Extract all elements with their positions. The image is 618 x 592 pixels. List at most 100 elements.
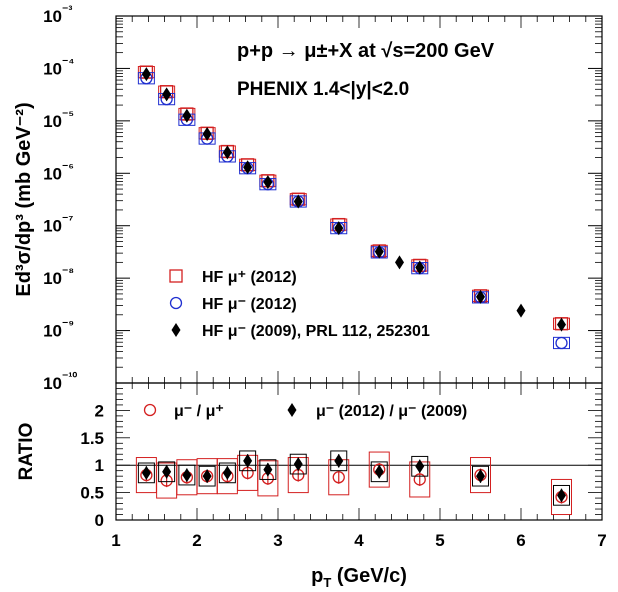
data-point bbox=[516, 303, 526, 318]
y-tick-label: 10 bbox=[43, 374, 62, 393]
legend-marker bbox=[287, 403, 297, 417]
ratio-point bbox=[202, 469, 212, 484]
syst-box bbox=[198, 465, 216, 487]
y-tick-label: 10 bbox=[43, 7, 62, 26]
syst-box bbox=[239, 450, 257, 472]
legend-marker bbox=[169, 296, 183, 310]
data-point bbox=[141, 67, 151, 82]
syst-box bbox=[551, 478, 572, 516]
y-tick-label-exponent: ⁻³ bbox=[62, 3, 72, 17]
ratio-data bbox=[135, 450, 572, 516]
spectrum-data bbox=[137, 65, 570, 350]
syst-box bbox=[259, 459, 277, 480]
x-tick-label: 7 bbox=[597, 531, 606, 550]
ratio-point bbox=[374, 464, 384, 479]
data-point bbox=[374, 244, 384, 259]
y-tick-label: 10 bbox=[43, 59, 62, 78]
y-tick-label-exponent: ⁻⁸ bbox=[62, 265, 74, 279]
spectrum-ticks bbox=[115, 15, 602, 384]
ratio-y-tick-labels: 0 0.5 1 1.5 2 bbox=[80, 401, 104, 530]
legend-label: μ⁻ / μ⁺ bbox=[174, 403, 224, 420]
y-tick-label: 2 bbox=[95, 401, 104, 420]
legend-label: HF μ⁻ (2009), PRL 112, 252301 bbox=[202, 323, 430, 340]
y-tick-label: 10 bbox=[43, 269, 62, 288]
legend-marker bbox=[143, 403, 157, 417]
syst-box bbox=[368, 451, 390, 488]
y-tick-label-exponent: ⁻⁶ bbox=[62, 160, 74, 174]
legend-label: HF μ⁻ (2012) bbox=[202, 296, 297, 313]
x-tick-label: 4 bbox=[354, 531, 364, 550]
x-tick-labels: 1 2 3 4 5 6 7 bbox=[111, 531, 606, 550]
y-tick-label: 1 bbox=[95, 456, 104, 475]
x-axis-label: pT (GeV/c) bbox=[311, 565, 407, 590]
data-point bbox=[415, 260, 425, 275]
y-tick-label: 10 bbox=[43, 322, 62, 341]
x-tick-label: 2 bbox=[192, 531, 201, 550]
ratio-point bbox=[141, 465, 151, 480]
ratio-point bbox=[243, 453, 253, 468]
y-tick-label: 0 bbox=[95, 511, 104, 530]
data-point bbox=[293, 194, 303, 209]
syst-box bbox=[370, 461, 388, 483]
ratio-panel: 0 0.5 1 1.5 2 1 2 3 4 5 6 7 μ⁻ / μ⁺ μ⁻ (2012) / μ⁻ … bbox=[16, 382, 607, 590]
x-tick-label: 3 bbox=[273, 531, 282, 550]
ratio-point bbox=[293, 457, 303, 472]
y-tick-label: 10 bbox=[43, 164, 62, 183]
y-tick-label-exponent: ⁻⁹ bbox=[62, 318, 74, 332]
ratio-point bbox=[413, 473, 426, 486]
syst-box bbox=[330, 450, 348, 472]
syst-box bbox=[470, 457, 491, 494]
syst-box bbox=[218, 462, 236, 484]
data-point bbox=[162, 87, 172, 102]
x-tick-label: 5 bbox=[435, 531, 444, 550]
y-tick-label-exponent: ⁻¹⁰ bbox=[62, 370, 77, 384]
legend-marker bbox=[171, 323, 181, 337]
data-point bbox=[395, 255, 404, 270]
ratio-point bbox=[332, 471, 345, 484]
ratio-legend: μ⁻ / μ⁺ μ⁻ (2012) / μ⁻ (2009) bbox=[143, 403, 467, 420]
legend-label: HF μ⁺ (2012) bbox=[202, 269, 297, 286]
chart-title: p+p → μ±+X at √s=200 GeV bbox=[237, 40, 495, 62]
y-tick-label: 10 bbox=[43, 217, 62, 236]
syst-box bbox=[158, 461, 176, 483]
data-point bbox=[557, 317, 566, 332]
x-tick-label: 6 bbox=[516, 531, 525, 550]
data-point bbox=[243, 160, 253, 175]
data-point bbox=[202, 127, 212, 142]
y-tick-label: 1.5 bbox=[80, 429, 104, 448]
y-tick-label: 10 bbox=[43, 112, 62, 131]
y-tick-label: 0.5 bbox=[80, 484, 104, 503]
ratio-point bbox=[334, 453, 344, 468]
legend-label: μ⁻ (2012) / μ⁻ (2009) bbox=[316, 403, 467, 420]
legend-marker bbox=[169, 269, 183, 283]
ratio-point bbox=[557, 488, 566, 503]
data-point bbox=[334, 221, 344, 236]
data-point bbox=[222, 145, 232, 160]
chart-subtitle: PHENIX 1.4<|y|<2.0 bbox=[237, 79, 409, 100]
syst-box bbox=[257, 460, 279, 497]
ratio-point bbox=[476, 469, 485, 484]
spectrum-y-axis-label: Ed³σ/dp³ (mb GeV⁻²) bbox=[13, 102, 35, 296]
ratio-point bbox=[263, 462, 273, 477]
y-tick-label-exponent: ⁻⁵ bbox=[62, 108, 74, 122]
syst-box bbox=[411, 455, 429, 477]
x-tick-label: 1 bbox=[111, 531, 120, 550]
y-tick-label-exponent: ⁻⁴ bbox=[62, 55, 74, 69]
syst-box bbox=[289, 453, 307, 475]
syst-box bbox=[553, 484, 570, 506]
data-point bbox=[182, 108, 192, 123]
ratio-point bbox=[415, 459, 425, 474]
ratio-point bbox=[182, 468, 192, 483]
data-point bbox=[263, 175, 273, 190]
data-point bbox=[476, 289, 485, 304]
ratio-ticks bbox=[115, 382, 602, 521]
spectrum-legend: HF μ⁺ (2012) HF μ⁻ (2012) HF μ⁻ (2009), PR… bbox=[169, 269, 430, 340]
data-point bbox=[555, 336, 568, 350]
y-tick-label-exponent: ⁻⁷ bbox=[62, 213, 73, 227]
ratio-point bbox=[162, 464, 172, 479]
ratio-point bbox=[222, 465, 232, 480]
syst-box bbox=[178, 464, 196, 486]
